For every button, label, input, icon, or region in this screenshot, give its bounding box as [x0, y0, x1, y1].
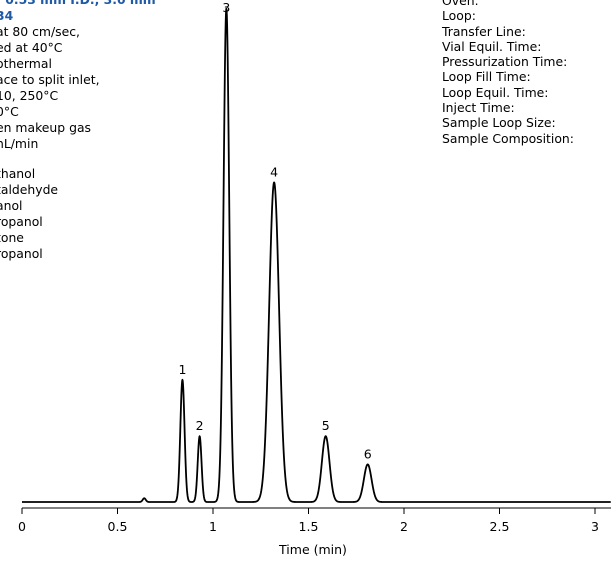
condition-line: nL/min — [0, 136, 39, 151]
headspace-label: Vial Equil. Time: — [442, 38, 542, 54]
peak-list-item: taldehyde — [0, 182, 59, 197]
peak-label: 5 — [322, 418, 330, 433]
peak-label: 4 — [270, 164, 278, 179]
headspace-label: Loop Fill Time: — [442, 69, 531, 85]
peak-label: 3 — [222, 0, 230, 15]
x-tick-label: 0.5 — [108, 519, 128, 534]
condition-line: 10, 250°C — [0, 88, 59, 103]
peak-label: 2 — [196, 418, 204, 433]
headspace-label: Transfer Line: — [442, 23, 526, 39]
peak-list-item: thanol — [0, 166, 36, 181]
peak-list-item: ropanol — [0, 246, 43, 261]
headspace-label: Loop: — [442, 8, 476, 24]
headspace-label: Sample Composition: — [442, 130, 574, 146]
x-tick-label: 1.5 — [299, 519, 319, 534]
condition-line: 0°C — [0, 104, 19, 119]
column-title: : 0.53 mm I.D., 3.0 mm — [0, 0, 246, 8]
conditions-panel: : 0.53 mm I.D., 3.0 mm 34 at 80 cm/sec, … — [0, 0, 246, 262]
peak-label: 6 — [364, 446, 372, 461]
x-tick-label: 2.5 — [490, 519, 510, 534]
column-title-line2: 34 — [0, 8, 14, 23]
peak-list-item: ropanol — [0, 214, 43, 229]
condition-line: at 80 cm/sec, — [0, 24, 80, 39]
x-tick-label: 0 — [18, 519, 26, 534]
headspace-label: Loop Equil. Time: — [442, 84, 549, 100]
headspace-conditions: Oven: Loop: Transfer Line: Vial Equil. T… — [442, 0, 574, 146]
x-axis: 0 0.5 1 1.5 2 2.5 3 — [18, 507, 611, 534]
peak-list-item: anol — [0, 198, 23, 213]
headspace-label: Inject Time: — [442, 100, 515, 116]
peak-list-item: tone — [0, 230, 24, 245]
x-tick-label: 3 — [591, 519, 599, 534]
condition-line: othermal — [0, 56, 52, 71]
peak-label: 1 — [178, 362, 186, 377]
x-tick-label: 2 — [400, 519, 408, 534]
condition-line: en makeup gas — [0, 120, 92, 135]
headspace-label: Oven: — [442, 0, 479, 8]
headspace-label: Pressurization Time: — [442, 54, 568, 70]
x-tick-label: 1 — [209, 519, 217, 534]
peak-labels: 1 2 3 4 5 6 — [178, 0, 371, 461]
headspace-label: Sample Loop Size: — [442, 115, 556, 131]
condition-line: ace to split inlet, — [0, 72, 100, 87]
chromatogram-trace — [21, 7, 611, 503]
condition-line: ed at 40°C — [0, 40, 63, 55]
x-axis-label: Time (min) — [278, 542, 347, 557]
